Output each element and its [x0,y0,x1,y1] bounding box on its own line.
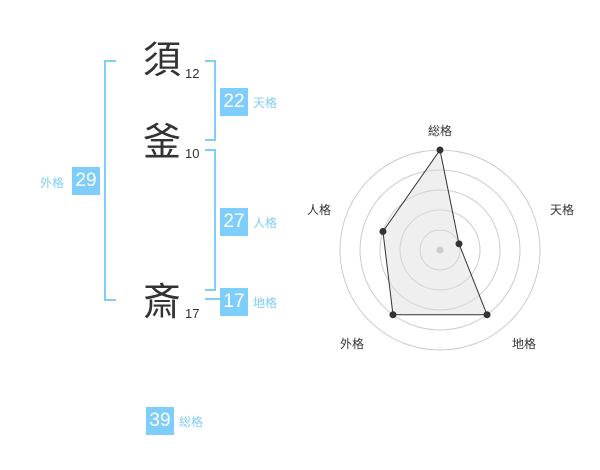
name-char-1: 須 [143,38,182,82]
radar-label-chikaku: 地格 [512,337,537,351]
radar-ring [359,169,521,331]
tenkaku-label: 天格 [253,96,278,110]
radar-label-gaikaku: 外格 [340,337,365,351]
radar-ring [419,229,461,271]
stroke-count-2: 10 [185,146,200,161]
chikaku-value: 17 [220,288,248,316]
gaikaku-label: 外格 [40,176,65,190]
radar-point-4 [379,227,387,235]
radar-ring [399,209,481,291]
tenkaku-value: 22 [220,88,248,116]
jinkaku-bracket [205,149,216,291]
radar-point-1 [455,240,463,248]
name-char-3: 斎 [143,280,182,324]
radar-center [436,246,444,254]
tenkaku-bracket [205,60,216,141]
jinkaku-label: 人格 [253,216,278,230]
radar-point-0 [436,146,444,154]
gaikaku-bracket [104,60,116,301]
radar-point-3 [389,311,397,319]
soukaku-label: 総格 [179,415,204,429]
stroke-count-1: 12 [185,66,200,81]
radar-point-2 [483,311,491,319]
soukaku-value: 39 [146,407,174,435]
chikaku-connector [205,298,221,300]
radar-label-jinkaku: 人格 [307,203,332,217]
stroke-count-3: 17 [185,306,200,321]
radar-ring [379,189,501,311]
gaikaku-value: 29 [72,167,100,195]
radar-label-tenkaku: 天格 [550,203,575,217]
jinkaku-value: 27 [220,208,248,236]
radar-label-soukaku: 総格 [428,124,453,138]
name-char-2: 釜 [143,120,182,164]
chikaku-label: 地格 [253,296,278,310]
radar-polygon [382,148,488,316]
